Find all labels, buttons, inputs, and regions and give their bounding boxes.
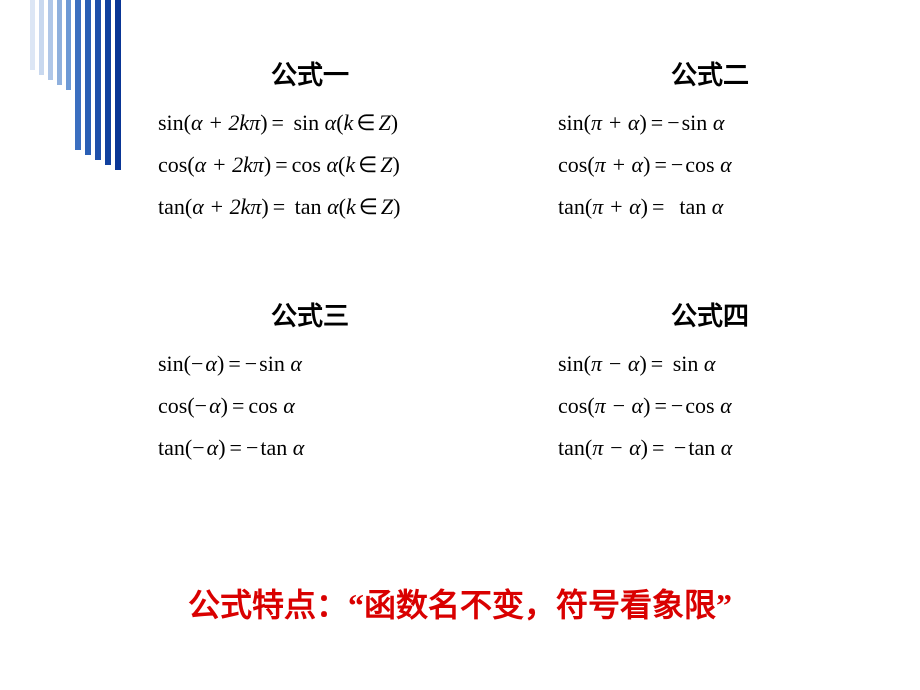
formula-line: tan(−α)=−tan α [158, 435, 490, 461]
formula-line: sin(−α)=−sin α [158, 351, 490, 377]
footer-note: 公式特点：“函数名不变，符号看象限” [0, 580, 920, 626]
block-title: 公式二 [530, 55, 890, 92]
bar [30, 0, 35, 70]
block-title: 公式三 [130, 296, 490, 333]
formula-block-1: 公式一 sin(α + 2kπ)= sin α(k∈Z) cos(α + 2kπ… [130, 55, 490, 236]
formula-line: sin(π + α)=−sin α [558, 110, 890, 136]
formula-line: sin(α + 2kπ)= sin α(k∈Z) [158, 110, 490, 136]
block-title: 公式四 [530, 296, 890, 333]
bar [75, 0, 81, 150]
bar [48, 0, 53, 80]
formula-line: tan(α + 2kπ)= tan α(k∈Z) [158, 194, 490, 220]
formula-line: cos(α + 2kπ)=cos α(k∈Z) [158, 152, 490, 178]
formula-line: cos(π − α)=−cos α [558, 393, 890, 419]
bar [85, 0, 91, 155]
formula-line: sin(π − α)= sin α [558, 351, 890, 377]
formula-block-2: 公式二 sin(π + α)=−sin α cos(π + α)=−cos α … [530, 55, 890, 236]
content-area: 公式一 sin(α + 2kπ)= sin α(k∈Z) cos(α + 2kπ… [130, 55, 890, 477]
formula-line: tan(π − α)= −tan α [558, 435, 890, 461]
block-title: 公式一 [130, 55, 490, 92]
bar [57, 0, 62, 85]
formula-line: cos(π + α)=−cos α [558, 152, 890, 178]
bar [115, 0, 121, 170]
formula-grid: 公式一 sin(α + 2kπ)= sin α(k∈Z) cos(α + 2kπ… [130, 55, 890, 477]
formula-line: cos(−α)=cos α [158, 393, 490, 419]
formula-line: tan(π + α)= tan α [558, 194, 890, 220]
bar [66, 0, 71, 90]
decorative-bars [0, 0, 121, 170]
bar [95, 0, 101, 160]
formula-block-4: 公式四 sin(π − α)= sin α cos(π − α)=−cos α … [530, 296, 890, 477]
bar [105, 0, 111, 165]
formula-block-3: 公式三 sin(−α)=−sin α cos(−α)=cos α tan(−α)… [130, 296, 490, 477]
bar [39, 0, 44, 75]
